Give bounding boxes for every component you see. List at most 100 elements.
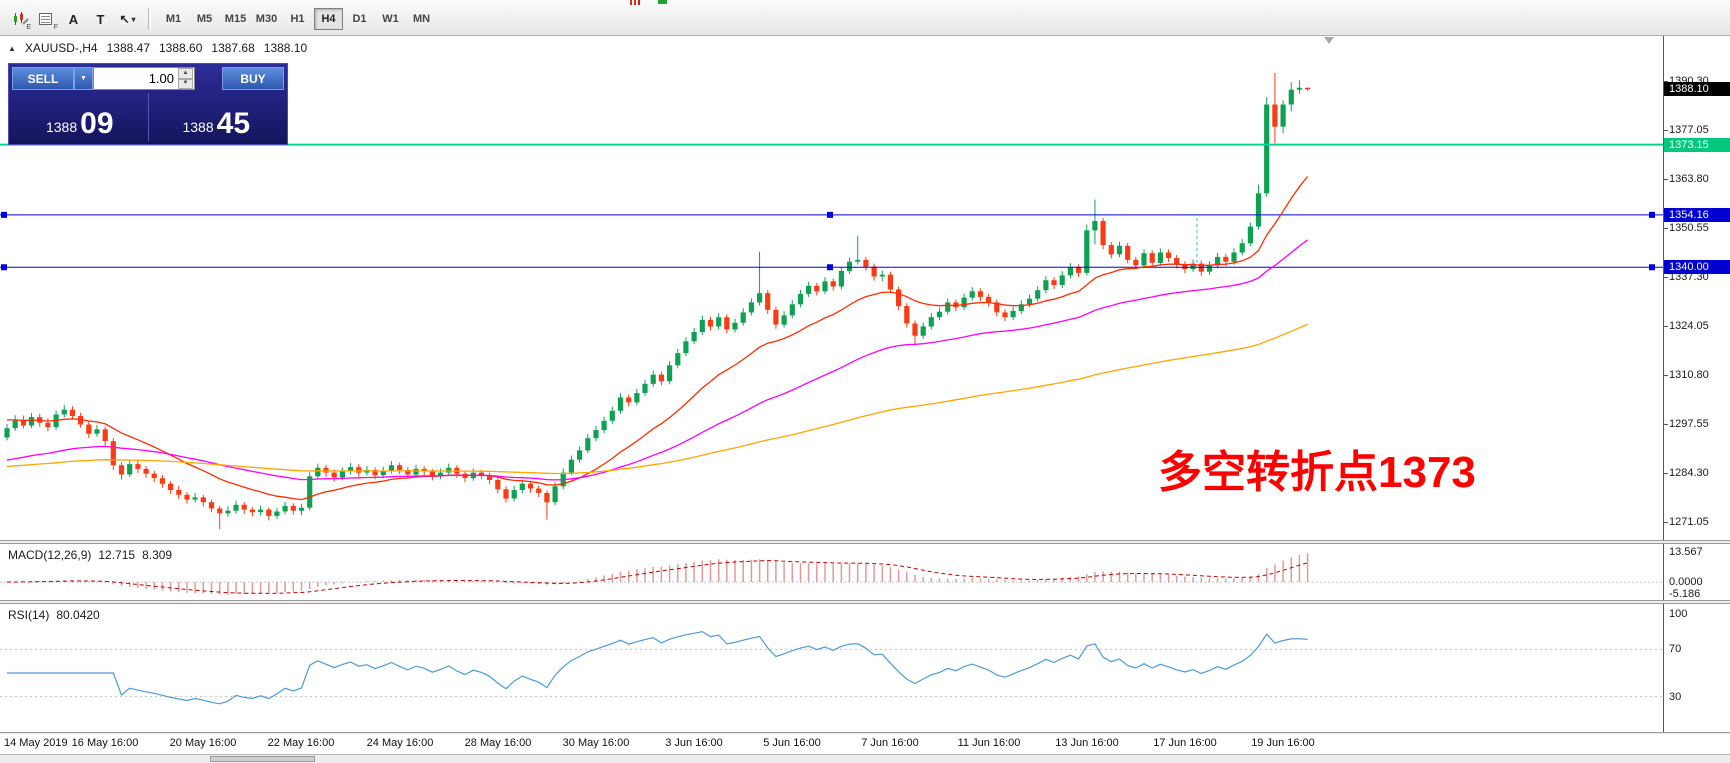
- rsi-axis[interactable]: 100 70 30: [1663, 604, 1730, 732]
- price-scale-label: 1297.55: [1669, 418, 1709, 431]
- rsi-scale-label: 30: [1669, 690, 1682, 703]
- macd-value-main: 12.715: [98, 548, 136, 562]
- macd-panel[interactable]: MACD(12,26,9) 12.715 8.309: [0, 544, 1663, 600]
- sell-price-main: 1388: [45, 119, 78, 135]
- macd-axis[interactable]: 13.567 0.0000 -5.186: [1663, 544, 1730, 600]
- rsi-scale-label: 100: [1669, 608, 1688, 620]
- timeframe-button-mn[interactable]: MN: [407, 8, 436, 30]
- time-axis-label: 13 Jun 16:00: [1055, 737, 1119, 749]
- rsi-scale-label: 70: [1669, 643, 1682, 656]
- volume-spinner: ▲ ▼: [178, 68, 193, 89]
- time-axis-label: 22 May 16:00: [267, 737, 335, 749]
- price-scale-label: 1271.05: [1669, 516, 1709, 529]
- price-scale-label: 1324.05: [1669, 320, 1709, 333]
- time-axis-label: 17 Jun 16:00: [1153, 737, 1217, 749]
- axis-tick: [1664, 130, 1668, 132]
- rsi-name: RSI(14): [8, 608, 50, 622]
- moving-average-fast: [7, 176, 1309, 501]
- axis-tick: [1664, 326, 1668, 328]
- time-axis-label: 30 May 16:00: [562, 737, 630, 749]
- price-scale-label: 1363.80: [1669, 173, 1709, 186]
- current-price-label: 1388.10: [1664, 82, 1730, 97]
- buy-price-pips: 45: [216, 107, 251, 140]
- horizontal-scrollbar[interactable]: [0, 754, 1730, 763]
- insert-text-icon[interactable]: A: [60, 7, 87, 31]
- level-price-label: 1373.15: [1664, 137, 1730, 152]
- time-axis-label: 11 Jun 16:00: [957, 737, 1021, 749]
- price-divider: [147, 93, 149, 141]
- chart-shift-marker-icon: [1324, 37, 1334, 44]
- timeframe-button-m1[interactable]: M1: [159, 8, 188, 30]
- axis-tick: [1664, 228, 1668, 230]
- price-scale-label: 1284.30: [1669, 467, 1709, 480]
- volume-up-button[interactable]: ▲: [178, 68, 193, 79]
- cursor-tool-icon[interactable]: ↖ ▾: [114, 7, 141, 31]
- macd-scale-label: 13.567: [1669, 545, 1703, 558]
- macd-canvas[interactable]: [0, 544, 1663, 600]
- axis-tick: [1664, 179, 1668, 181]
- macd-label: MACD(12,26,9) 12.715 8.309: [8, 548, 172, 562]
- time-axis[interactable]: 14 May 2019 16 May 16:00 20 May 16:00 22 Ma…: [0, 734, 1730, 754]
- chart-header: ▲ XAUUSD-,H4 1388.47 1388.60 1387.68 138…: [8, 41, 307, 55]
- timeframe-button-h4[interactable]: H4: [314, 8, 343, 30]
- panel-divider[interactable]: [0, 540, 1730, 544]
- price-axis[interactable]: 1390.30 1377.05 1363.80 1350.55 1337.30 1324.…: [1663, 36, 1730, 540]
- main-chart-area[interactable]: ▲ XAUUSD-,H4 1388.47 1388.60 1387.68 138…: [0, 36, 1663, 540]
- price-scale-label: 1377.05: [1669, 124, 1709, 137]
- sell-price-pips: 09: [80, 107, 114, 140]
- sell-button[interactable]: SELL: [12, 67, 74, 90]
- objects-list-icon[interactable]: F: [33, 7, 60, 31]
- buy-button[interactable]: BUY: [222, 67, 284, 90]
- macd-signal-line: [6, 560, 1308, 594]
- list-grid-icon: [39, 12, 52, 25]
- panel-divider[interactable]: [0, 600, 1730, 604]
- timeframe-button-w1[interactable]: W1: [376, 8, 405, 30]
- one-click-trading-panel: SELL ▼ ▲ ▼ BUY 1388 09: [8, 63, 288, 145]
- ohlc-open: 1388.47: [106, 41, 150, 55]
- timeframe-button-m5[interactable]: M5: [190, 8, 219, 30]
- macd-scale-label: 0.0000: [1669, 576, 1703, 589]
- time-axis-label: 16 May 16:00: [71, 737, 139, 749]
- time-axis-label: 14 May 2019: [4, 737, 68, 749]
- cursor-arrow-icon: ↖: [119, 12, 130, 26]
- candles-layer: [4, 73, 1311, 530]
- rsi-canvas[interactable]: [0, 604, 1663, 732]
- chevron-down-icon: ▾: [131, 14, 136, 24]
- timeframe-button-m30[interactable]: M30: [252, 8, 281, 30]
- ohlc-high: 1388.60: [159, 41, 203, 55]
- time-axis-label: 24 May 16:00: [366, 737, 434, 749]
- timeframe-button-m15[interactable]: M15: [221, 8, 250, 30]
- timeframe-button-h1[interactable]: H1: [283, 8, 312, 30]
- macd-row: MACD(12,26,9) 12.715 8.309 13.567 0.0000-…: [0, 544, 1730, 600]
- time-axis-label: 5 Jun 16:00: [763, 737, 821, 749]
- moving-average-medium: [6, 239, 1308, 481]
- rsi-panel[interactable]: RSI(14) 80.0420: [0, 604, 1663, 732]
- ohlc-close: 1388.10: [263, 41, 308, 55]
- axis-tick: [1664, 424, 1668, 426]
- rsi-row: RSI(14) 80.0420 100 70 30: [0, 604, 1730, 732]
- time-axis-label: 19 Jun 16:00: [1251, 737, 1315, 749]
- collapse-triangle-icon[interactable]: ▲: [8, 43, 16, 53]
- rsi-label: RSI(14) 80.0420: [8, 608, 100, 622]
- timeframe-button-d1[interactable]: D1: [345, 8, 374, 30]
- main-toolbar: E F A T ↖ ▾ M1 M5 M15 M30 H1 H4 D1 W1 MN: [0, 0, 1730, 36]
- text-label-icon[interactable]: T: [87, 7, 114, 31]
- text-annotation[interactable]: 多空转折点1373: [1158, 448, 1476, 497]
- sell-price-display[interactable]: 1388 09: [12, 93, 148, 141]
- moving-average-slow: [6, 323, 1308, 475]
- symbol-period-label: XAUUSD-,H4: [24, 41, 98, 55]
- volume-field: ▲ ▼: [93, 67, 195, 90]
- buy-price-main: 1388: [182, 119, 214, 135]
- scrollbar-thumb[interactable]: [210, 756, 315, 762]
- mini-candles-icon: [13, 12, 29, 25]
- indicators-icon[interactable]: E: [6, 7, 33, 31]
- rsi-value: 80.0420: [56, 608, 100, 622]
- axis-tick: [1664, 473, 1668, 475]
- volume-dropdown-button[interactable]: ▼: [74, 67, 93, 90]
- volume-input[interactable]: [94, 68, 178, 89]
- volume-down-button[interactable]: ▼: [178, 78, 193, 89]
- buy-price-display[interactable]: 1388 45: [149, 93, 285, 141]
- timeframe-group: M1 M5 M15 M30 H1 H4 D1 W1 MN: [158, 8, 437, 30]
- time-axis-label: 3 Jun 16:00: [665, 737, 723, 749]
